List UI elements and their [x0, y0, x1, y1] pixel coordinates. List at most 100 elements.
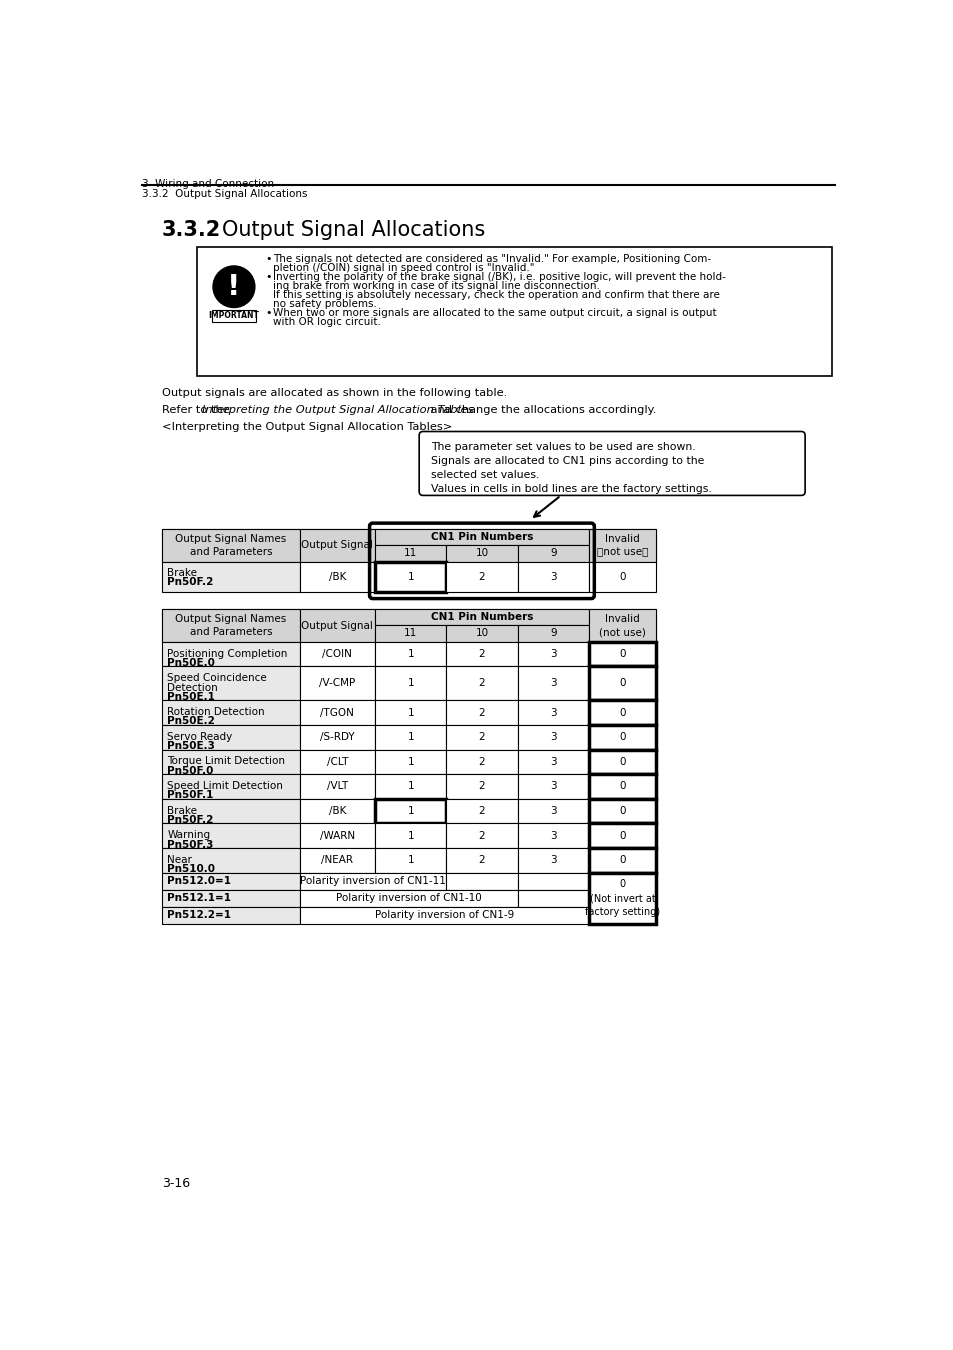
- Bar: [588, 824, 656, 848]
- Bar: [375, 529, 588, 544]
- Bar: [375, 701, 446, 725]
- Text: 2: 2: [478, 806, 485, 817]
- Text: /COIN: /COIN: [322, 649, 352, 659]
- Bar: [299, 907, 588, 923]
- Text: Output Signal: Output Signal: [301, 621, 373, 630]
- Text: /BK: /BK: [329, 572, 346, 582]
- Text: Torque Limit Detection: Torque Limit Detection: [167, 756, 285, 767]
- Text: 0: 0: [618, 678, 625, 688]
- Text: 3: 3: [549, 732, 556, 742]
- Text: /VLT: /VLT: [327, 782, 348, 791]
- Text: 1: 1: [407, 856, 414, 865]
- Text: 1: 1: [407, 782, 414, 791]
- Text: 3  Wiring and Connection: 3 Wiring and Connection: [142, 180, 274, 189]
- Bar: [375, 609, 588, 625]
- Text: 2: 2: [478, 856, 485, 865]
- Text: 1: 1: [407, 732, 414, 742]
- Text: Pn50E.3: Pn50E.3: [167, 741, 215, 751]
- Text: CN1 Pin Numbers: CN1 Pin Numbers: [431, 532, 533, 541]
- Bar: [588, 667, 656, 701]
- Bar: [446, 641, 517, 667]
- Text: 0
(Not invert at
factory setting): 0 (Not invert at factory setting): [584, 879, 659, 917]
- Bar: [162, 667, 299, 701]
- Bar: [299, 725, 375, 749]
- Text: Pn50F.0: Pn50F.0: [167, 765, 213, 776]
- Text: 0: 0: [618, 806, 625, 817]
- Bar: [588, 562, 656, 593]
- Bar: [517, 667, 588, 701]
- Text: Rotation Detection: Rotation Detection: [167, 707, 265, 717]
- Circle shape: [213, 266, 254, 308]
- Bar: [588, 641, 656, 667]
- Text: 3: 3: [549, 649, 556, 659]
- Text: 9: 9: [549, 628, 556, 639]
- Text: Speed Limit Detection: Speed Limit Detection: [167, 782, 283, 791]
- Text: •: •: [265, 254, 272, 265]
- Bar: [162, 609, 299, 641]
- Text: 1: 1: [407, 806, 414, 817]
- Text: /WARN: /WARN: [319, 830, 355, 841]
- Bar: [299, 641, 375, 667]
- Text: •: •: [265, 273, 272, 282]
- Text: Inverting the polarity of the brake signal (/BK), i.e. positive logic, will prev: Inverting the polarity of the brake sign…: [273, 273, 725, 282]
- Text: 2: 2: [478, 830, 485, 841]
- Bar: [299, 774, 375, 799]
- Text: /CLT: /CLT: [326, 757, 348, 767]
- Bar: [446, 725, 517, 749]
- Bar: [299, 799, 375, 824]
- Bar: [299, 701, 375, 725]
- Bar: [299, 872, 446, 890]
- Text: 3: 3: [549, 707, 556, 718]
- Text: Servo Ready: Servo Ready: [167, 732, 233, 741]
- Text: /TGON: /TGON: [320, 707, 354, 718]
- Text: Pn510.0: Pn510.0: [167, 864, 215, 875]
- Bar: [446, 701, 517, 725]
- Text: with OR logic circuit.: with OR logic circuit.: [273, 317, 380, 327]
- Bar: [162, 872, 299, 890]
- Bar: [299, 667, 375, 701]
- Bar: [162, 749, 299, 774]
- Bar: [517, 544, 588, 562]
- Bar: [517, 799, 588, 824]
- Bar: [446, 872, 517, 890]
- Text: /V-CMP: /V-CMP: [319, 678, 355, 688]
- Text: When two or more signals are allocated to the same output circuit, a signal is o: When two or more signals are allocated t…: [273, 308, 716, 319]
- Bar: [299, 848, 375, 872]
- Text: /S-RDY: /S-RDY: [320, 732, 355, 742]
- Text: 3-16: 3-16: [162, 1177, 190, 1189]
- Text: 11: 11: [404, 548, 416, 558]
- Bar: [446, 774, 517, 799]
- Text: 2: 2: [478, 782, 485, 791]
- Text: 3: 3: [549, 757, 556, 767]
- Text: Output Signal Names
and Parameters: Output Signal Names and Parameters: [175, 533, 286, 558]
- Text: Pn50E.2: Pn50E.2: [167, 717, 215, 726]
- Bar: [588, 872, 656, 923]
- Bar: [299, 562, 375, 593]
- Bar: [588, 609, 656, 641]
- Bar: [375, 544, 446, 562]
- Text: no safety problems.: no safety problems.: [273, 298, 376, 309]
- Bar: [517, 749, 588, 774]
- Text: Invalid
(not use): Invalid (not use): [598, 614, 645, 637]
- Bar: [375, 749, 446, 774]
- Bar: [517, 872, 588, 890]
- Bar: [375, 667, 446, 701]
- Text: !: !: [227, 273, 240, 301]
- Text: 3: 3: [549, 856, 556, 865]
- Text: Pn512.1=1: Pn512.1=1: [167, 894, 231, 903]
- Bar: [162, 609, 656, 641]
- Text: Positioning Completion: Positioning Completion: [167, 648, 288, 659]
- Text: CN1 Pin Numbers: CN1 Pin Numbers: [431, 612, 533, 622]
- Text: Brake: Brake: [167, 806, 197, 815]
- Bar: [517, 562, 588, 593]
- Text: 2: 2: [478, 572, 485, 582]
- Text: 1: 1: [407, 757, 414, 767]
- Text: Brake: Brake: [167, 568, 197, 578]
- Text: and change the allocations accordingly.: and change the allocations accordingly.: [427, 405, 656, 414]
- Bar: [375, 848, 446, 872]
- Bar: [588, 848, 656, 872]
- Text: /BK: /BK: [329, 806, 346, 817]
- Bar: [162, 725, 299, 749]
- Text: 3: 3: [549, 678, 556, 688]
- Text: 11: 11: [404, 628, 416, 639]
